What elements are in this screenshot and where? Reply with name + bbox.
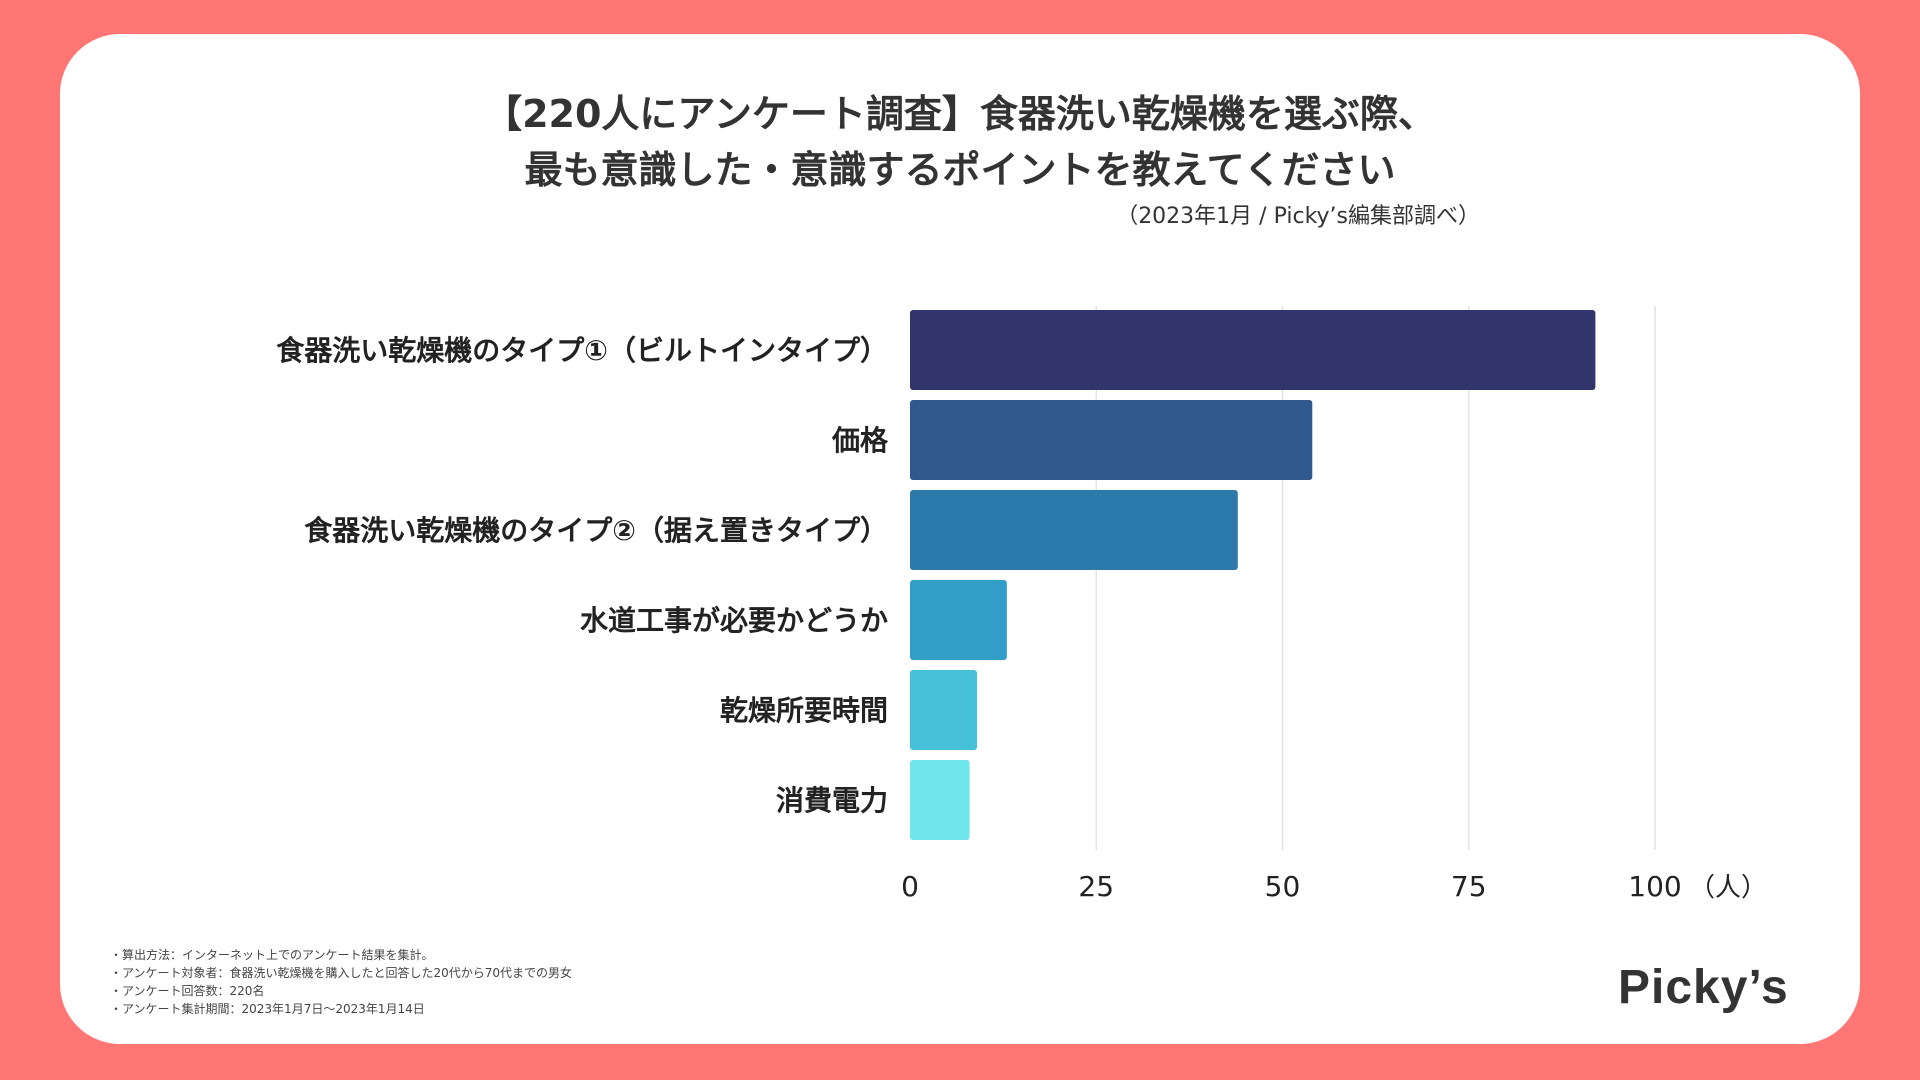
tick-label: 0 bbox=[901, 870, 919, 903]
tick-label: 100 bbox=[1628, 870, 1681, 903]
tick-label: 25 bbox=[1078, 870, 1114, 903]
bars bbox=[910, 310, 1596, 840]
title-line-1: 【220人にアンケート調査】食器洗い乾燥機を選ぶ際、 bbox=[484, 92, 1436, 136]
category-labels: 食器洗い乾燥機のタイプ①（ビルトインタイプ） 価格食器洗い乾燥機のタイプ②（据え置… bbox=[276, 334, 889, 817]
note-line: ・算出方法：インターネット上でのアンケート結果を集計。 bbox=[110, 948, 434, 962]
bar bbox=[910, 760, 970, 840]
category-label: 水道工事が必要かどうか bbox=[580, 604, 888, 637]
bar bbox=[910, 310, 1596, 390]
bar bbox=[910, 580, 1007, 660]
note-line: ・アンケート対象者：食器洗い乾燥機を購入したと回答した20代から70代までの男女 bbox=[110, 966, 573, 980]
chart-title: 【220人にアンケート調査】食器洗い乾燥機を選ぶ際、 最も意識した・意識するポイ… bbox=[60, 86, 1860, 198]
survey-notes: ・算出方法：インターネット上でのアンケート結果を集計。 ・アンケート対象者：食器… bbox=[110, 946, 572, 1018]
category-label: 価格 bbox=[831, 424, 889, 457]
tick-labels: 0 25 50 75 100 bbox=[901, 870, 1682, 903]
card: 【220人にアンケート調査】食器洗い乾燥機を選ぶ際、 最も意識した・意識するポイ… bbox=[60, 34, 1860, 1044]
bar-chart: 食器洗い乾燥機のタイプ①（ビルトインタイプ） 価格食器洗い乾燥機のタイプ②（据え置… bbox=[276, 306, 1767, 903]
bar bbox=[910, 670, 978, 750]
title-line-2: 最も意識した・意識するポイントを教えてください bbox=[524, 148, 1396, 192]
source-note: （2023年1月 / Picky’s編集部調べ） bbox=[1116, 204, 1480, 229]
category-label: 乾燥所要時間 bbox=[720, 694, 888, 727]
category-label: 食器洗い乾燥機のタイプ②（据え置きタイプ） bbox=[304, 514, 888, 547]
tick-label: 50 bbox=[1265, 870, 1301, 903]
tick-label: 75 bbox=[1451, 870, 1487, 903]
note-line: ・アンケート回答数：220名 bbox=[110, 984, 265, 998]
bar bbox=[910, 490, 1238, 570]
category-label: 食器洗い乾燥機のタイプ①（ビルトインタイプ） bbox=[276, 334, 888, 367]
pickys-logo: Picky’s bbox=[1618, 961, 1789, 1014]
category-label: 消費電力 bbox=[776, 784, 888, 817]
note-line: ・アンケート集計期間：2023年1月7日〜2023年1月14日 bbox=[110, 1002, 425, 1016]
x-unit-label: （人） bbox=[1689, 873, 1767, 903]
grid-lines bbox=[1095, 306, 1656, 850]
bar bbox=[910, 400, 1313, 480]
